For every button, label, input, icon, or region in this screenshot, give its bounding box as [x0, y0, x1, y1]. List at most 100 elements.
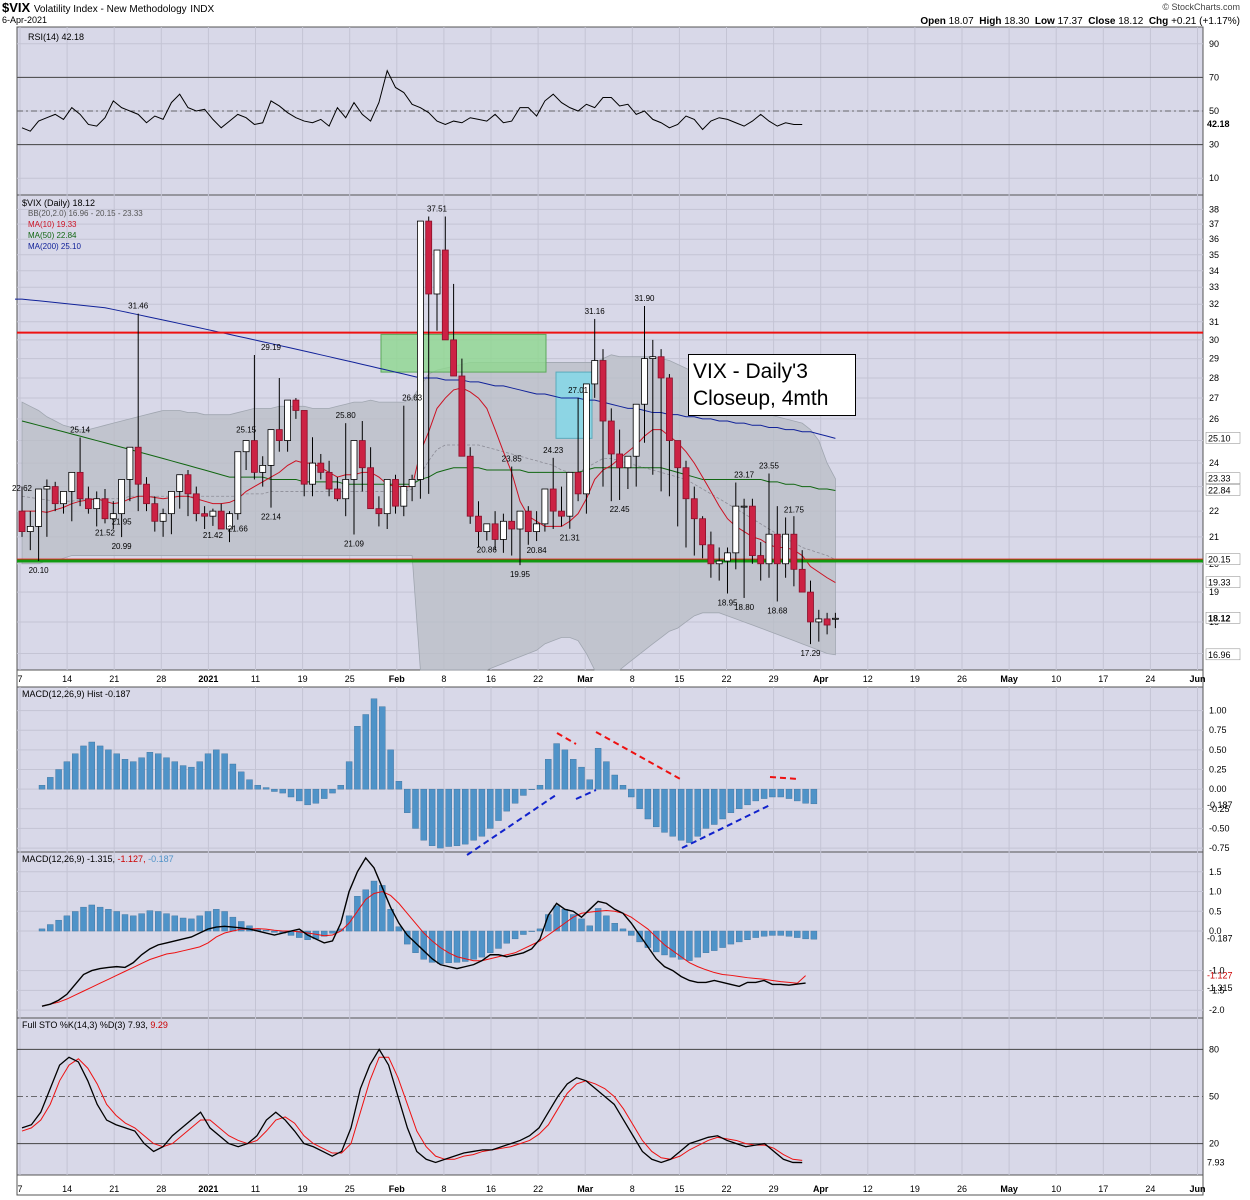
hist-bar [262, 787, 270, 790]
hist-bar [345, 761, 353, 790]
x-tick-label: 8 [441, 1184, 446, 1194]
hist-bar [38, 785, 46, 790]
hist-bar [163, 757, 170, 790]
macd-hist-bar [453, 930, 461, 963]
macd-hist-bar [711, 930, 718, 951]
rsi-tick-label: 50 [1209, 106, 1219, 116]
hist-bar [88, 741, 96, 790]
x-tick-label: 14 [62, 1184, 72, 1194]
right-value-label: 19.33 [1208, 578, 1231, 588]
macd-hist-bar [362, 889, 369, 932]
macd-hist-bar [611, 923, 618, 932]
x-tick-label: 2021 [198, 1184, 218, 1194]
hist-bar [711, 788, 718, 825]
candle-body [508, 520, 516, 530]
candle-body [499, 520, 507, 540]
x-axis-band-bottom [16, 1174, 1204, 1196]
x-tick-label: 8 [630, 1184, 635, 1194]
hist-tick-label: 0.75 [1209, 725, 1227, 735]
x-tick-label: 14 [62, 674, 72, 684]
candle-body [109, 513, 117, 520]
x-tick-label: 26 [957, 674, 967, 684]
macd-hist-bar [736, 930, 743, 943]
candle-body [616, 453, 623, 469]
x-tick-label: 11 [251, 1184, 260, 1194]
x-tick-label: 8 [441, 674, 446, 684]
hist-bar [362, 714, 369, 790]
macd-hist-bar [520, 930, 527, 935]
hist-bar [204, 753, 212, 790]
price-tick-label: 28 [1209, 373, 1219, 383]
copyright: © StockCharts.com [1162, 2, 1240, 12]
macd-hist-bar [154, 911, 162, 932]
price-low-label: 21.52 [95, 528, 116, 537]
candle-body [740, 505, 748, 508]
x-tick-label: 16 [486, 674, 496, 684]
hist-bar [105, 749, 112, 790]
macd-hist-bar [204, 911, 212, 932]
candle-body [690, 498, 698, 520]
candle-body [284, 399, 292, 441]
bearish-divergence-line [595, 731, 683, 781]
macd-hist-bar [760, 930, 768, 937]
macd-hist-bar [578, 918, 585, 932]
x-tick-label: May [1000, 1184, 1018, 1194]
hist-bar [570, 759, 577, 790]
hist-bar [337, 785, 344, 790]
hist-bar [445, 788, 452, 847]
x-tick-label: 24 [1145, 1184, 1155, 1194]
candle-body [823, 618, 831, 626]
candle-body [674, 440, 682, 469]
right-value-box [1205, 612, 1241, 624]
macd-hist-bar [619, 928, 627, 932]
price-tick-label: 32 [1209, 299, 1219, 309]
hist-bar [719, 788, 726, 820]
candle-body [757, 555, 765, 565]
macd-hist-bar [196, 915, 203, 932]
candle-body [275, 429, 283, 441]
rsi-legend: RSI(14) 42.18 [28, 32, 84, 42]
hist-bar [113, 753, 120, 790]
candle-body [832, 617, 839, 620]
price-low-label: 20.99 [112, 542, 133, 551]
hist-tick-label: -0.50 [1209, 823, 1230, 833]
candle-body [699, 518, 706, 546]
x-tick-label: Jun [1189, 674, 1205, 684]
price-low-label: 21.42 [203, 531, 224, 540]
macd-hist-bar [163, 913, 170, 932]
macd-hist-bar [179, 917, 187, 932]
candle-body [309, 462, 316, 485]
price-high-label: 26.63 [402, 394, 423, 403]
hist-bar [296, 788, 303, 802]
macd-hist-bar [188, 918, 195, 932]
hist-bar [370, 698, 378, 790]
macd-hist-bar [636, 930, 643, 943]
hist-bar [536, 785, 544, 790]
hist-bar [769, 788, 776, 798]
candle-body [558, 510, 565, 517]
x-tick-label: 12 [863, 1184, 873, 1194]
macd-hist-bar [570, 914, 577, 932]
hist-bar [777, 788, 784, 798]
macd-hist-bar [769, 930, 776, 936]
hist-bar [520, 788, 527, 796]
x-tick-label: 17 [1098, 674, 1108, 684]
hist-bar [404, 788, 411, 813]
candle-body [26, 526, 34, 532]
hist-bar [586, 779, 593, 790]
candle-body [400, 486, 408, 507]
macd-hist-bar [420, 930, 427, 960]
price-tick-label: 37 [1209, 219, 1219, 229]
hist-bar [146, 752, 154, 790]
macd-hist-bar [71, 911, 79, 932]
rsi-line [21, 69, 803, 132]
hist-bar [138, 757, 145, 790]
hist-bar [644, 788, 652, 820]
hist-tick-label: 0.25 [1209, 765, 1227, 775]
macd-hist-bar [445, 930, 452, 963]
candle-body [118, 479, 125, 515]
candle-body [450, 339, 458, 377]
macd-hist-bar [603, 915, 610, 932]
candle-body [790, 533, 798, 570]
resistance-zone [380, 333, 547, 373]
